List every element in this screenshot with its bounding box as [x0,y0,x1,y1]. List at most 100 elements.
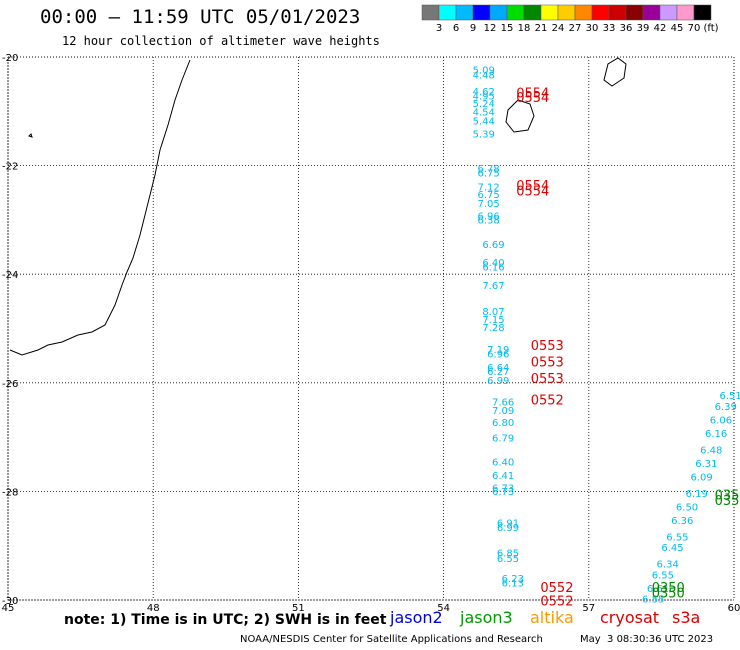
y-tick-label: -20 [2,53,18,64]
pass-time-label: 0554 [516,91,549,106]
pass-time-label: 0350 [652,586,685,601]
x-tick-label: 51 [292,603,305,614]
wave-height-value: 6.73 [492,487,514,498]
wave-height-value: 6.51 [719,391,740,402]
wave-height-value: 4.62 [473,87,495,98]
pass-time-label: 035 [715,494,740,509]
wave-height-value: 6.55 [497,554,519,565]
pass-time-label: 0554 [516,87,549,102]
wave-height-value: 7.12 [477,183,499,194]
wave-height-value: 6.23 [502,574,524,585]
colorbar-swatch [489,4,508,21]
chart-title: 00:00 – 11:59 UTC 05/01/2023 [40,6,361,28]
wave-height-value: 6.61 [647,584,669,595]
wave-height-value: 6.75 [477,190,499,201]
x-tick-label: 54 [437,603,450,614]
x-tick-label: 45 [2,603,15,614]
pass-time-label: 0553 [531,372,564,387]
wave-height-value: 6.55 [652,570,674,581]
colorbar-swatch [642,4,661,21]
wave-height-value: 4.54 [473,108,495,119]
wave-height-value: 7.05 [477,199,499,210]
y-tick-label: -28 [2,487,18,498]
colorbar-swatch [608,4,627,21]
wave-height-value: 7.19 [487,345,509,356]
plot-frame [7,56,735,601]
y-tick-label: -26 [2,379,18,390]
colorbar-label: 9 [470,23,476,34]
x-tick-label: 48 [147,603,160,614]
wave-height-value: 6.99 [497,523,519,534]
wave-height-value: 6.69 [482,240,504,251]
y-tick-label: -30 [2,596,18,607]
wave-height-value: 5.39 [473,129,495,140]
x-axis-ticks: 45 48 51 54 57 60 [2,603,740,614]
legend-altika: altika [530,608,574,627]
pass-time-label: 0554 [516,179,549,194]
y-axis-ticks: -20 -22 -24 -26 -28 -30 [2,53,18,607]
wave-height-value: 6.45 [661,543,683,554]
coastline [9,57,627,356]
colorbar-swatch [472,4,491,21]
wave-height-value: 6.39 [715,402,737,413]
wave-height-value: 7.15 [482,315,504,326]
x-tick-label: 57 [582,603,595,614]
wave-height-value: 6.96 [477,211,499,222]
wave-height-value: 6.85 [497,549,519,560]
wave-height-value: 5.24 [473,99,495,110]
colorbar-swatch [523,4,542,21]
wave-height-value: 6.27 [487,367,509,378]
wave-height-value: 6.40 [482,258,504,269]
footer-credit: NOAA/NESDIS Center for Satellite Applica… [240,634,543,645]
pass-time-label: 0552 [540,594,573,609]
pass-labels: 0554055405540554055305530553055205520552… [516,87,739,610]
y-tick-label: -24 [2,270,18,281]
pass-time-label: 035 [715,489,740,504]
colorbar-label: (ft) [703,23,718,34]
colorbar-label: 21 [535,23,548,34]
colorbar-swatch [676,4,695,21]
pass-time-label: 0552 [540,581,573,596]
colorbar-swatch [659,4,678,21]
wave-height-value: 6.40 [492,457,514,468]
colorbar-swatch [455,4,474,21]
wave-height-value: 6.91 [497,519,519,530]
pass-time-label: 0554 [516,184,549,199]
pass-time-label: 0552 [531,394,564,409]
grid-lines [7,56,735,601]
wave-height-value: 6.16 [482,262,504,273]
wave-height-value: 7.67 [482,281,504,292]
colorbar-label: 27 [569,23,582,34]
wave-height-value: 6.19 [686,489,708,500]
colorbar-swatch [557,4,576,21]
wave-height-value: 6.38 [477,216,499,227]
colorbar-label: 42 [654,23,667,34]
data-points: 5.094.484.624.955.244.545.445.396.786.75… [473,65,740,605]
wave-height-value: 6.31 [695,459,717,470]
colorbar: 3 6 9 12 15 18 21 24 27 30 33 36 39 42 45 70 (ft) [421,4,719,34]
colorbar-label: 45 [671,23,684,34]
wave-height-value: 6.64 [487,363,509,374]
mauritius-island [603,57,627,87]
wave-height-value: 7.28 [482,323,504,334]
wave-height-value: 6.13 [502,578,524,589]
wave-height-value: 6.99 [487,376,509,387]
legend-cryosat: cryosat [600,608,660,627]
legend-s3a: s3a [672,608,701,627]
pass-time-label: 0553 [531,356,564,371]
colorbar-label: 36 [620,23,633,34]
wave-height-value: 6.55 [666,532,688,543]
wave-height-value: 6.96 [487,349,509,360]
colorbar-label: 70 [688,23,701,34]
footer-timestamp: May 3 08:30:36 UTC 2023 [580,634,714,645]
wave-height-value: 7.09 [492,406,514,417]
colorbar-swatch [591,4,610,21]
colorbar-label: 12 [484,23,497,34]
colorbar-swatch [421,4,440,21]
wave-height-value: 6.36 [671,516,693,527]
wave-height-value: 5.44 [473,116,495,127]
chart-subtitle: 12 hour collection of altimeter wave hei… [62,34,380,48]
islet [28,133,33,138]
wave-height-value: 6.80 [492,418,514,429]
